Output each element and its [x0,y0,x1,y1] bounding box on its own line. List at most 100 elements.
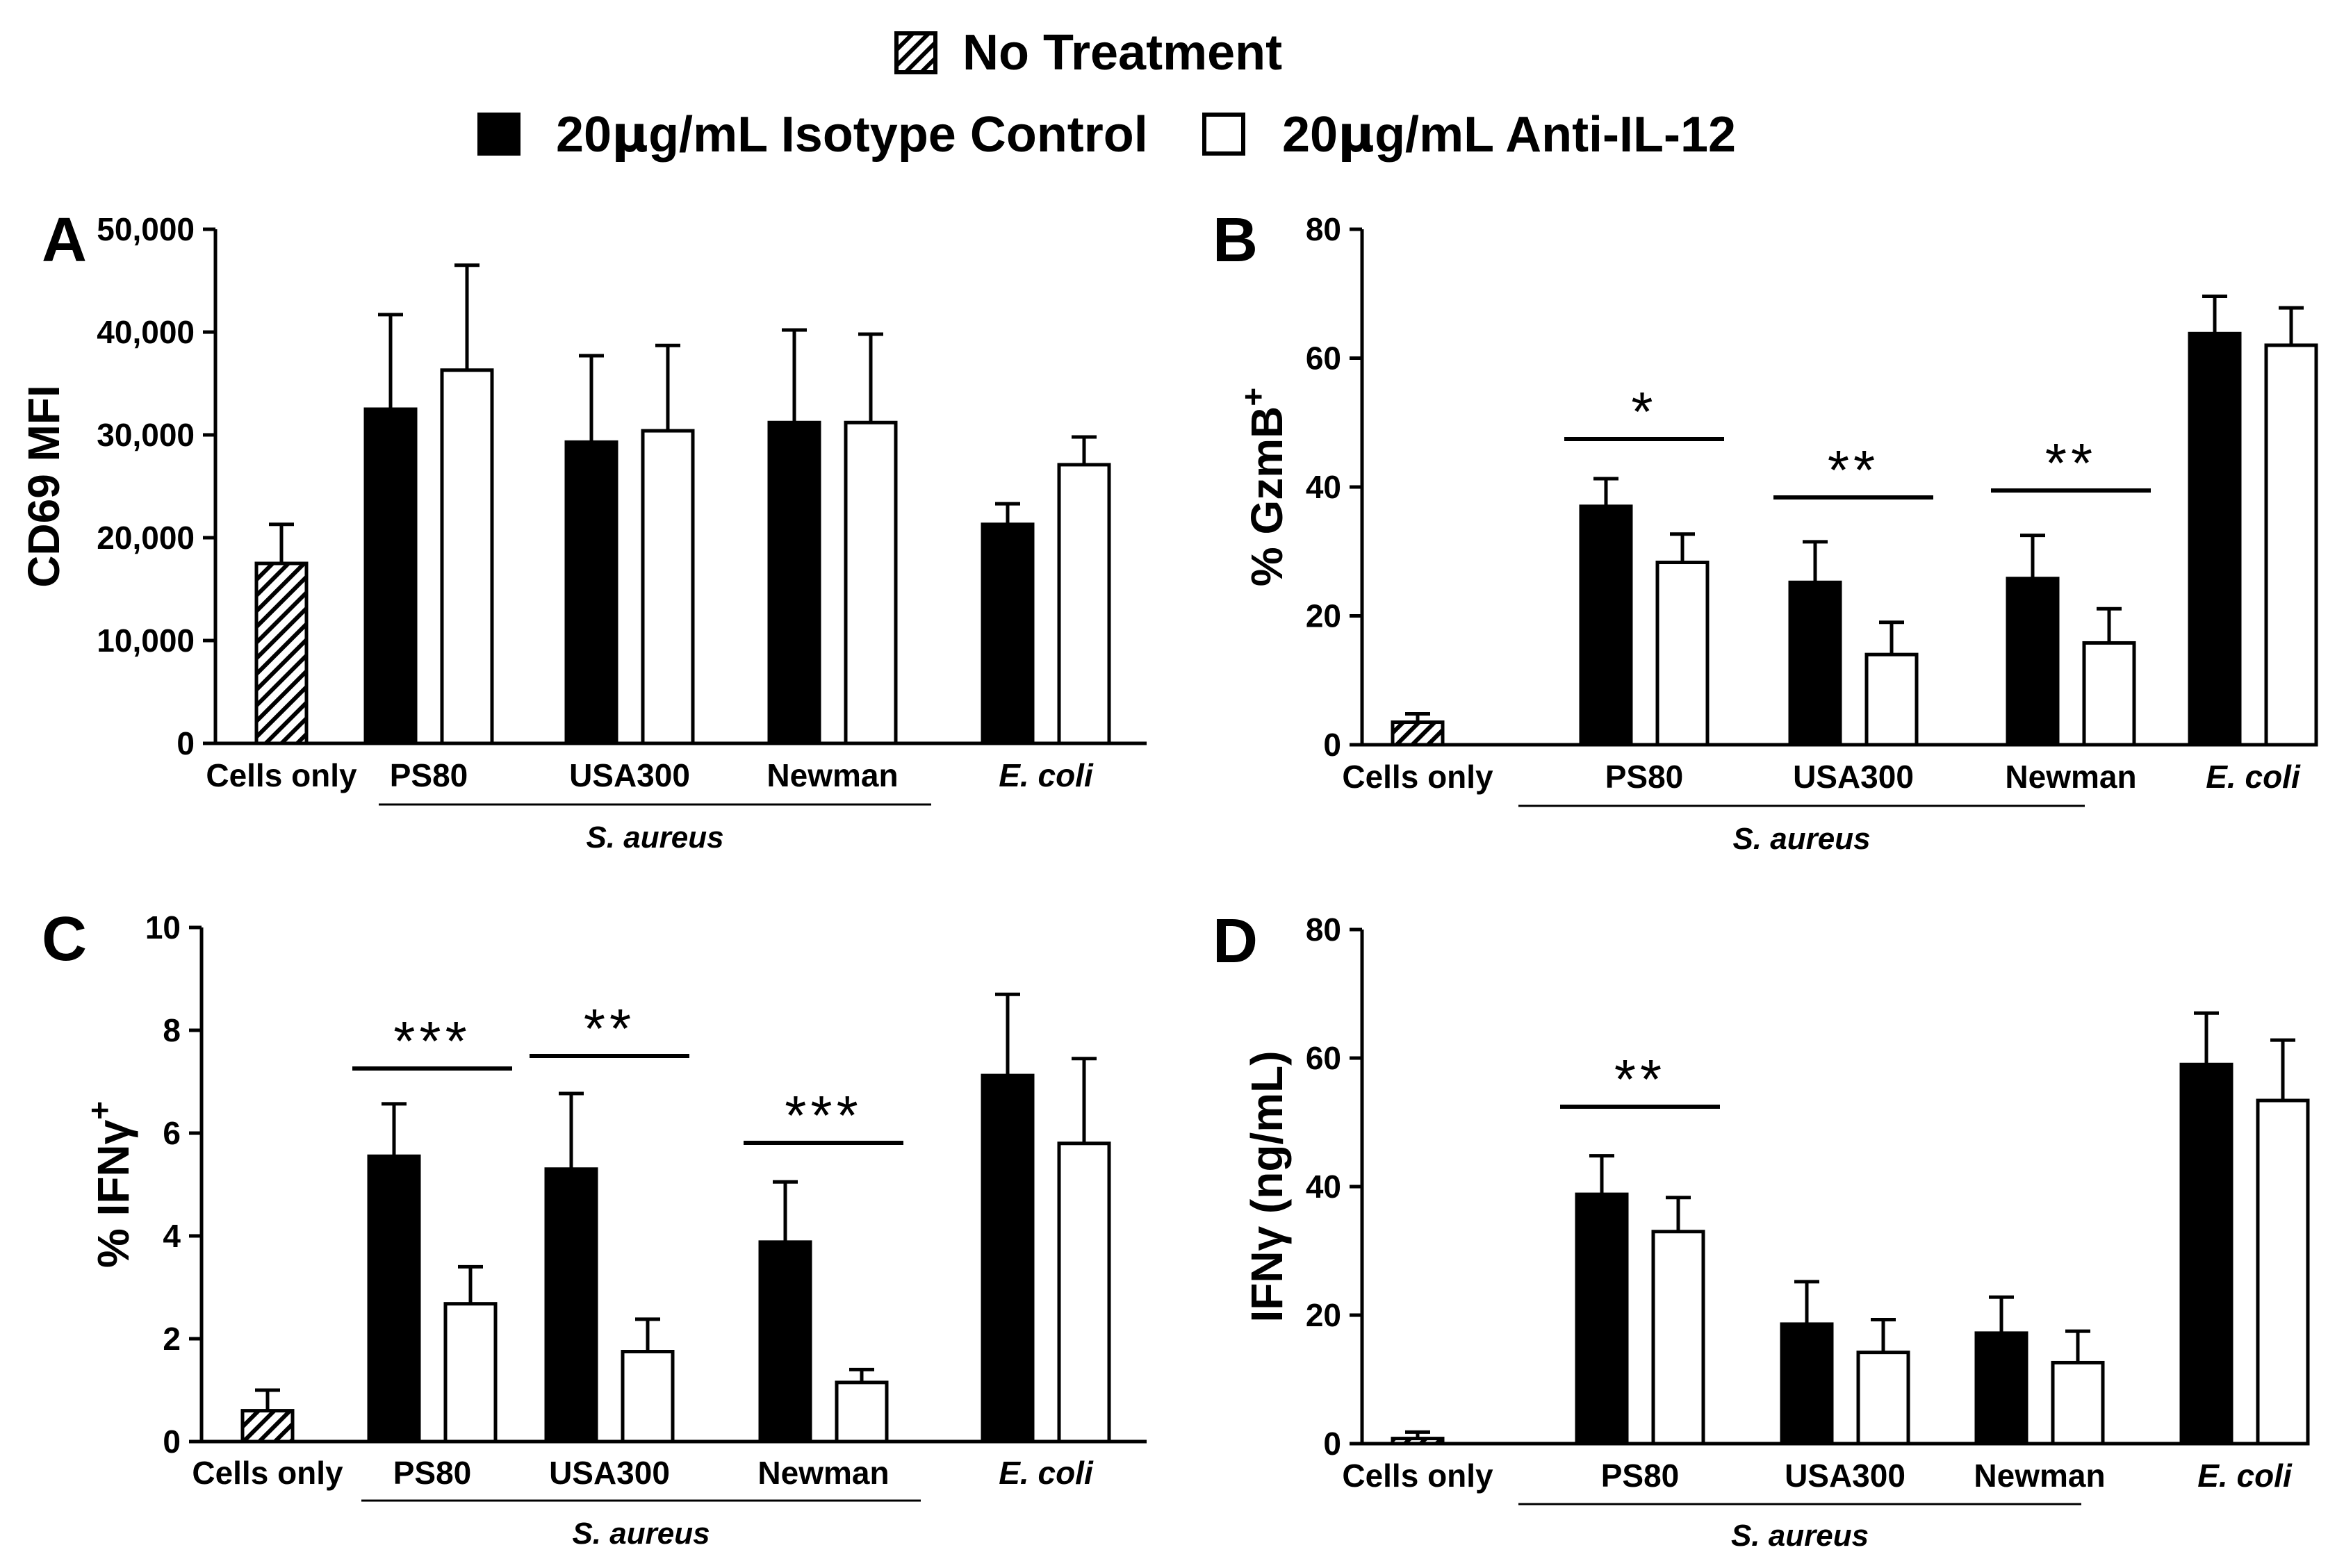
category-label-d-0: Cells only [1342,1458,1493,1494]
legend-item-isotype-control: 20μg/mL Isotype Control [477,105,1148,163]
bar-b-anti-il-12-1 [1655,561,1710,747]
bar-c-no-treatment-0 [240,1409,295,1444]
bar-a-isotype-control-2 [564,440,618,745]
category-label-c-2: USA300 [549,1455,670,1491]
category-label-d-4: E. coli [2197,1458,2293,1494]
category-label-c-3: Newman [757,1455,889,1491]
bar-d-anti-il-12-2 [1856,1351,1910,1446]
significance-stars-c-2: *** [785,1084,862,1146]
category-label-b-0: Cells only [1342,759,1493,795]
bar-a-anti-il-12-2 [641,429,695,745]
bar-d-anti-il-12-4 [2256,1098,2310,1446]
bar-a-isotype-control-1 [363,407,418,745]
bar-a-anti-il-12-3 [844,420,898,745]
y-tick-label-d-4: 80 [1306,911,1341,948]
y-tick-label-a-5: 50,000 [97,211,195,247]
y-axis-title-a: CD69 MFI [19,385,69,588]
category-label-a-1: PS80 [390,757,468,793]
panel-label-c: C [42,905,87,974]
legend-label-isotype-control: 20μg/mL Isotype Control [556,105,1148,163]
y-axis-title-b: % GzmB+ [1235,388,1292,586]
bar-b-isotype-control-4 [2188,331,2242,747]
bar-c-anti-il-12-2 [621,1350,675,1444]
bar-a-isotype-control-4 [981,522,1035,745]
legend-swatch-anti-il-12 [1202,113,1245,156]
legend-swatch-no-treatment [894,31,937,74]
panel-a: A 0 10,000 20,000 30,000 40,000 50,000 CD69 MFI… [19,206,1147,855]
y-tick-label-d-3: 60 [1306,1040,1341,1076]
category-label-b-4: E. coli [2206,759,2301,795]
y-tick-label-d-2: 40 [1306,1169,1341,1205]
bar-b-isotype-control-3 [2006,577,2060,747]
bar-d-isotype-control-2 [1780,1322,1834,1446]
group-label-a: S. aureus [586,820,723,855]
bar-b-no-treatment-0 [1391,720,1445,747]
y-tick-label-b-4: 80 [1306,211,1341,247]
group-label-c: S. aureus [572,1517,710,1551]
bar-d-anti-il-12-3 [2051,1360,2105,1446]
bar-d-no-treatment-0 [1391,1437,1445,1446]
y-tick-label-a-0: 0 [177,725,195,761]
bar-c-anti-il-12-1 [443,1302,498,1444]
panel-label-d: D [1213,907,1258,976]
y-tick-label-c-5: 10 [145,909,181,946]
y-tick-label-b-2: 40 [1306,469,1341,505]
legend-item-no-treatment: No Treatment [894,25,1282,81]
bar-a-anti-il-12-1 [440,368,494,745]
category-label-a-3: Newman [767,757,898,793]
y-tick-label-b-3: 60 [1306,340,1341,377]
legend: No Treatment 20μg/mL Isotype Control 20μ… [477,25,1736,163]
panel-label-b: B [1213,206,1258,275]
significance-stars-d-0: ** [1614,1048,1666,1110]
panel-b: B 0 20 40 60 80 % GzmB+ Cells only PS80 USA300 New… [1213,206,2318,856]
bar-c-isotype-control-1 [367,1154,421,1444]
bar-d-isotype-control-3 [1974,1331,2028,1446]
y-tick-label-a-3: 30,000 [97,417,195,453]
y-tick-label-d-0: 0 [1323,1426,1341,1462]
category-label-a-0: Cells only [206,757,357,793]
legend-item-anti-il-12: 20μg/mL Anti-IL-12 [1202,105,1736,163]
category-label-c-0: Cells only [192,1455,343,1491]
legend-swatch-isotype-control [477,113,520,156]
bar-c-isotype-control-4 [981,1073,1035,1444]
bar-d-isotype-control-1 [1575,1192,1629,1446]
panel-c: C 0 2 4 6 8 10 % IFNγ+ Cells only PS80 USA300 Newma… [42,905,1147,1551]
y-tick-label-c-2: 4 [163,1218,181,1254]
bar-c-anti-il-12-4 [1057,1141,1111,1444]
category-label-c-4: E. coli [999,1455,1094,1491]
category-label-c-1: PS80 [393,1455,472,1491]
significance-stars-b-2: ** [2045,432,2097,494]
y-tick-label-a-4: 40,000 [97,314,195,350]
category-label-a-4: E. coli [999,757,1094,793]
bar-c-anti-il-12-3 [835,1380,889,1444]
bar-b-anti-il-12-4 [2264,343,2318,747]
group-label-b: S. aureus [1732,822,1870,856]
category-label-b-3: Newman [2005,759,2136,795]
y-tick-label-c-4: 8 [163,1012,181,1048]
bar-d-anti-il-12-1 [1651,1230,1705,1446]
significance-stars-b-1: ** [1828,439,1879,501]
bar-b-anti-il-12-2 [1864,652,1919,747]
y-tick-label-c-1: 2 [163,1321,181,1357]
significance-stars-c-1: ** [584,998,635,1059]
category-label-d-3: Newman [1974,1458,2105,1494]
y-axis-title-d: IFNγ (ng/mL) [1242,1050,1292,1322]
group-label-d: S. aureus [1731,1519,1869,1553]
y-tick-label-a-2: 20,000 [97,520,195,556]
y-axis-title-c: % IFNγ+ [81,1101,138,1268]
significance-stars-b-0: * [1631,381,1657,443]
legend-label-anti-il-12: 20μg/mL Anti-IL-12 [1282,105,1736,163]
category-label-d-2: USA300 [1785,1458,1905,1494]
panel-d: D 0 20 40 60 80 IFNγ (ng/mL) Cells only PS80 USA3… [1213,907,2310,1553]
y-tick-label-b-1: 20 [1306,598,1341,634]
bar-a-isotype-control-3 [767,420,821,745]
category-label-b-1: PS80 [1605,759,1684,795]
bar-c-isotype-control-3 [758,1240,812,1444]
category-label-a-2: USA300 [569,757,690,793]
bar-d-isotype-control-4 [2179,1062,2233,1446]
bar-b-isotype-control-2 [1788,580,1842,747]
bar-a-anti-il-12-4 [1057,463,1111,745]
bar-c-isotype-control-2 [544,1167,598,1444]
category-label-d-1: PS80 [1601,1458,1680,1494]
